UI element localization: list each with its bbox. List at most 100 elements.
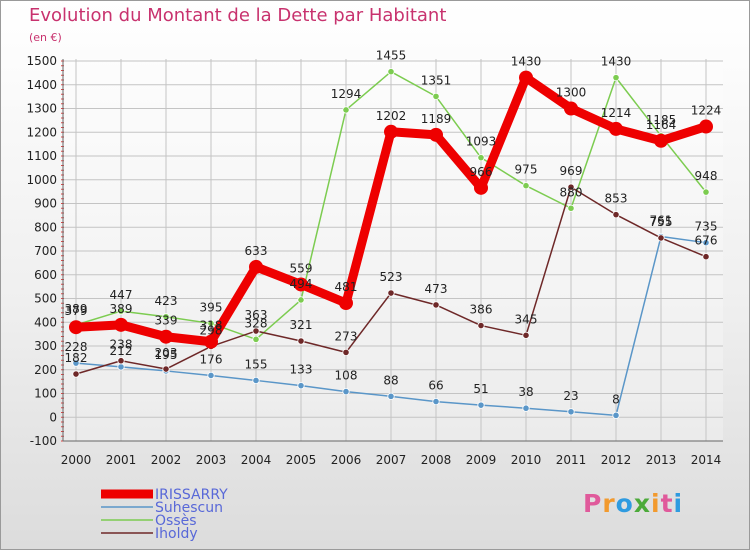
data-label: 1294 bbox=[331, 87, 362, 101]
data-label: 1093 bbox=[466, 135, 497, 149]
data-point bbox=[342, 106, 350, 114]
data-label: 755 bbox=[650, 215, 673, 229]
data-label: 948 bbox=[695, 169, 718, 183]
data-point bbox=[342, 387, 350, 396]
x-tick-label: 2003 bbox=[196, 453, 227, 467]
data-point bbox=[297, 382, 305, 390]
data-label: 1214 bbox=[601, 106, 632, 120]
data-label: 1300 bbox=[556, 86, 587, 100]
data-label: 66 bbox=[428, 379, 443, 393]
data-point bbox=[612, 411, 620, 419]
data-label: 228 bbox=[65, 340, 88, 354]
legend-label: Suhescun bbox=[155, 500, 223, 516]
data-label: 182 bbox=[65, 351, 88, 365]
y-tick-label: 1100 bbox=[26, 149, 57, 163]
data-point bbox=[567, 183, 575, 191]
data-point bbox=[72, 359, 80, 367]
logo-letter: t bbox=[660, 489, 674, 518]
x-tick-label: 2011 bbox=[556, 453, 587, 467]
proxiti-logo: Proxiti bbox=[583, 489, 683, 518]
data-label: 203 bbox=[155, 346, 178, 360]
data-point bbox=[204, 334, 218, 349]
data-point bbox=[702, 239, 710, 247]
y-tick-label: 600 bbox=[34, 268, 57, 282]
data-point bbox=[657, 234, 665, 242]
data-label: 1164 bbox=[646, 118, 677, 132]
y-tick-label: 1400 bbox=[26, 78, 57, 92]
x-tick-label: 2002 bbox=[151, 453, 182, 467]
data-label: 386 bbox=[470, 303, 493, 317]
x-tick-label: 2007 bbox=[376, 453, 407, 467]
legend-label: Ossès bbox=[155, 513, 197, 529]
data-point bbox=[339, 296, 353, 311]
data-point bbox=[207, 371, 215, 380]
data-point bbox=[72, 370, 80, 378]
data-point bbox=[522, 331, 530, 339]
data-point bbox=[387, 68, 395, 76]
y-tick-label: 300 bbox=[34, 339, 57, 353]
data-point bbox=[117, 357, 125, 365]
y-tick-label: 1000 bbox=[26, 173, 57, 187]
data-label: 853 bbox=[605, 192, 628, 206]
logo-letter: o bbox=[615, 489, 634, 518]
data-label: 273 bbox=[335, 329, 358, 343]
data-label: 761 bbox=[650, 214, 673, 228]
y-tick-label: 1200 bbox=[26, 125, 57, 139]
data-label: 447 bbox=[110, 288, 133, 302]
data-point bbox=[249, 259, 263, 274]
logo-letter: i bbox=[651, 489, 661, 518]
data-point bbox=[207, 319, 215, 328]
data-label: 676 bbox=[695, 234, 718, 248]
data-label: 523 bbox=[380, 270, 403, 284]
logo-letter: i bbox=[673, 489, 684, 518]
y-tick-label: 800 bbox=[34, 220, 57, 234]
data-label: 108 bbox=[335, 369, 358, 383]
y-tick-label: 500 bbox=[34, 292, 57, 306]
data-label: 473 bbox=[425, 282, 448, 296]
data-point bbox=[429, 127, 443, 142]
data-label: 195 bbox=[155, 348, 178, 362]
data-point bbox=[474, 180, 488, 195]
data-point bbox=[432, 301, 440, 309]
data-label: 1202 bbox=[376, 109, 407, 123]
data-label: 318 bbox=[200, 319, 223, 333]
y-tick-label: 1300 bbox=[26, 102, 57, 116]
data-point bbox=[654, 133, 668, 148]
data-label: 212 bbox=[110, 344, 133, 358]
data-point bbox=[252, 327, 260, 335]
data-point bbox=[387, 289, 395, 297]
logo-letter: P bbox=[583, 489, 603, 518]
data-point bbox=[294, 277, 308, 292]
x-tick-label: 2001 bbox=[106, 453, 137, 467]
y-tick-label: -100 bbox=[30, 434, 57, 448]
y-tick-label: 0 bbox=[49, 410, 57, 424]
data-point bbox=[342, 348, 350, 357]
data-label: 389 bbox=[65, 302, 88, 316]
data-label: 389 bbox=[110, 302, 133, 316]
x-tick-label: 2013 bbox=[646, 453, 677, 467]
chart-subtitle: (en €) bbox=[29, 31, 62, 44]
data-label: 298 bbox=[200, 323, 223, 337]
data-point bbox=[117, 307, 125, 315]
logo-letter: x bbox=[633, 489, 651, 518]
x-tick-label: 2010 bbox=[511, 453, 542, 467]
x-tick-label: 2000 bbox=[61, 453, 92, 467]
data-point bbox=[567, 204, 575, 212]
y-tick-label: 700 bbox=[34, 244, 57, 258]
data-label: 339 bbox=[155, 314, 178, 328]
data-point bbox=[252, 376, 260, 385]
data-point bbox=[702, 253, 710, 261]
y-tick-label: 900 bbox=[34, 197, 57, 211]
data-point bbox=[387, 392, 395, 400]
data-point bbox=[519, 70, 533, 85]
data-point bbox=[609, 121, 623, 136]
data-point bbox=[477, 154, 485, 162]
data-label: 328 bbox=[245, 316, 268, 330]
y-tick-label: 100 bbox=[34, 387, 57, 401]
legend-label: IRISSARRY bbox=[155, 487, 228, 503]
data-label: 880 bbox=[560, 185, 583, 199]
data-point bbox=[384, 124, 398, 139]
